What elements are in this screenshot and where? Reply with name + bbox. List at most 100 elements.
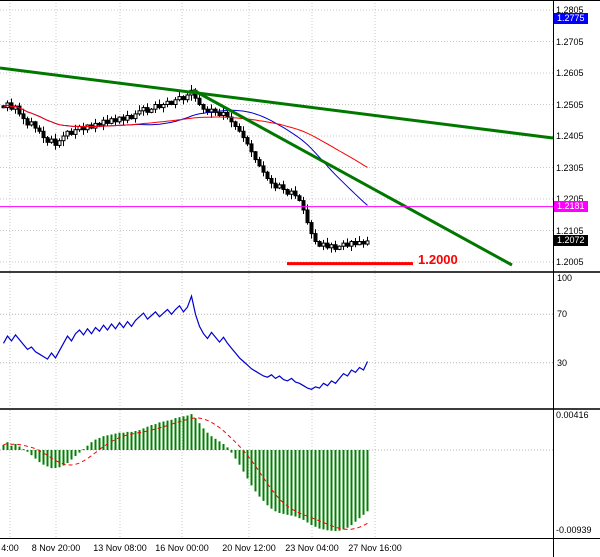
order-price-marker: 1.2775 xyxy=(554,13,588,25)
candle-body xyxy=(29,121,34,126)
candle-body xyxy=(233,121,238,128)
candle-body xyxy=(129,115,134,120)
histogram-bar xyxy=(42,450,45,465)
signal-line xyxy=(3,417,368,530)
histogram-bar xyxy=(150,425,153,450)
candle-body xyxy=(353,241,358,246)
histogram-bar xyxy=(326,450,329,531)
histogram-bar xyxy=(146,426,149,450)
candle-body xyxy=(177,96,182,101)
histogram-bar xyxy=(334,450,337,532)
histogram-bar xyxy=(106,435,109,450)
histogram-bar xyxy=(350,450,353,526)
histogram-bar xyxy=(358,450,361,519)
candle-body xyxy=(213,108,218,113)
candle-body xyxy=(17,105,22,115)
candle-body xyxy=(53,138,58,146)
candle-body xyxy=(217,111,222,117)
histogram-bar xyxy=(94,439,97,450)
histogram-panel-canvas[interactable] xyxy=(0,410,553,538)
candle-body xyxy=(281,184,286,191)
candle-body xyxy=(169,100,174,106)
price-tick-label: 1.2405 xyxy=(556,131,584,141)
histogram-bar xyxy=(10,445,13,450)
histogram-bar xyxy=(246,450,249,479)
histogram-bar xyxy=(38,450,41,463)
histogram-bar xyxy=(182,416,185,450)
panel-separator[interactable] xyxy=(0,271,600,273)
histogram-bar xyxy=(86,445,89,450)
candle-body xyxy=(101,119,106,126)
candle-body xyxy=(301,200,306,211)
histogram-bar xyxy=(58,450,61,468)
price-chart-canvas[interactable] xyxy=(0,0,553,272)
trendline[interactable] xyxy=(192,88,513,267)
histogram-bar xyxy=(274,450,277,512)
candle-body xyxy=(297,195,302,202)
oscillator-panel-canvas[interactable] xyxy=(0,273,553,408)
current-price-marker: 1.2072 xyxy=(554,234,588,246)
histogram-bar xyxy=(78,450,81,453)
histogram-bar xyxy=(314,450,317,527)
histogram-bar xyxy=(46,450,49,467)
chart-top-border xyxy=(0,0,600,1)
candle-body xyxy=(85,124,90,131)
candle-body xyxy=(117,116,122,123)
price-tick-label: 1.2705 xyxy=(556,36,584,47)
candle-body xyxy=(361,241,366,245)
support-level-line[interactable] xyxy=(287,262,413,266)
candle-body xyxy=(261,165,266,173)
candle-body xyxy=(313,233,318,243)
histogram-bar xyxy=(170,419,173,450)
histogram-bar xyxy=(30,450,33,456)
histogram-bar xyxy=(134,431,137,450)
histogram-bar xyxy=(318,450,321,529)
histogram-bar xyxy=(198,423,201,450)
candle-body xyxy=(245,137,250,145)
candle-body xyxy=(185,94,190,101)
candle-body xyxy=(65,130,70,137)
histogram-bar xyxy=(178,417,181,450)
time-axis-label: 27 Nov 16:00 xyxy=(348,543,402,553)
panel-separator[interactable] xyxy=(0,408,600,410)
histogram-bar xyxy=(82,449,85,451)
candle-body xyxy=(257,159,262,167)
price-tick-label: 1.2205 xyxy=(556,194,584,204)
histogram-bar xyxy=(210,436,213,450)
candle-body xyxy=(341,242,346,247)
candle-body xyxy=(33,121,38,129)
candle-body xyxy=(157,104,162,109)
histogram-bar xyxy=(138,430,141,450)
histogram-bar xyxy=(98,437,101,450)
histogram-bar xyxy=(74,450,77,456)
candle-body xyxy=(345,242,350,247)
histogram-bar xyxy=(158,422,161,450)
histogram-bar xyxy=(226,447,229,450)
candle-body xyxy=(49,138,54,143)
candle-body xyxy=(317,241,322,247)
histogram-bar xyxy=(306,450,309,523)
histogram-bar xyxy=(14,444,17,450)
candle-body xyxy=(273,182,278,189)
histogram-bar xyxy=(174,418,177,450)
candle-body xyxy=(289,190,294,195)
candle-body xyxy=(285,189,290,195)
histogram-bar xyxy=(302,450,305,520)
histogram-bar xyxy=(330,450,333,531)
candle-body xyxy=(329,244,334,249)
histogram-bar xyxy=(34,450,37,459)
oscillator-scale-label: 30 xyxy=(557,357,568,368)
histogram-bar xyxy=(186,415,189,450)
candle-body xyxy=(357,241,362,246)
candle-body xyxy=(161,104,166,109)
trendline[interactable] xyxy=(0,66,553,140)
time-axis-label: 16 Nov 00:00 xyxy=(155,543,209,553)
candle-body xyxy=(269,178,274,184)
candle-body xyxy=(321,242,326,247)
price-tick-label: 1.2805 xyxy=(556,5,584,15)
candle-body xyxy=(77,126,82,131)
oscillator-scale-label: 70 xyxy=(557,309,568,320)
candle-body xyxy=(249,143,254,153)
candle-body xyxy=(277,184,282,189)
histogram-bar xyxy=(230,450,233,453)
